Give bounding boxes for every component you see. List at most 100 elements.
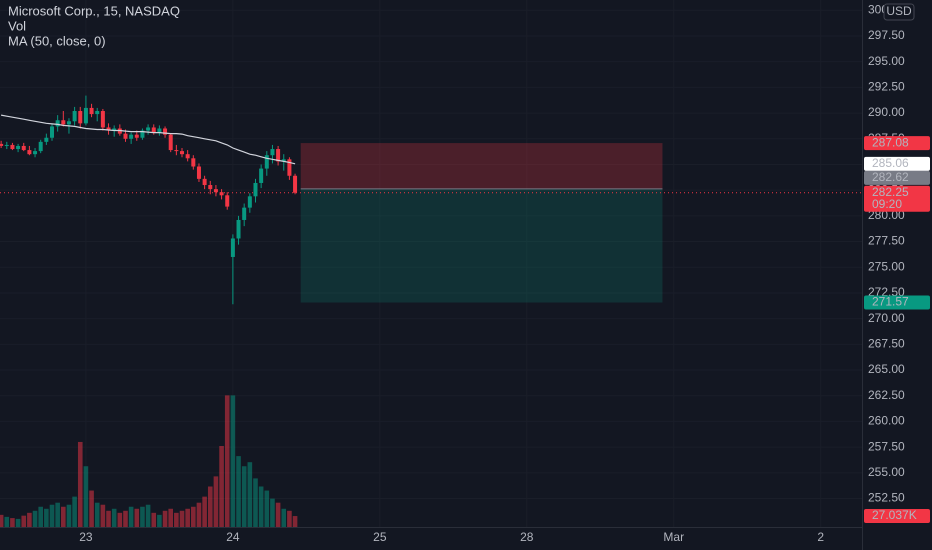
volume-bar [15,518,21,527]
y-tick-label: 277.50 [868,234,905,248]
volume-bar [134,508,140,527]
y-tick-label: 265.00 [868,362,905,376]
ma-title: MA (50, close, 0) [8,33,106,48]
volume-bar [202,496,207,527]
candle-body [33,151,38,155]
y-tick-label: 270.00 [868,311,905,325]
volume-bar [168,508,174,527]
y-tick-label: 260.00 [868,414,905,428]
candle-body [89,107,94,115]
volume-bar [185,508,190,527]
entry-tag: 282.62 [872,170,909,184]
candle-body [247,196,252,208]
candle-body [157,128,162,133]
candle-body [112,128,117,131]
candle-body [230,238,235,257]
y-tick-label: 292.50 [868,80,905,94]
position-tool [0,143,862,303]
volume-bar [258,486,264,527]
volume-bar [151,512,157,527]
x-tick-label: Mar [663,530,684,544]
candle-body [0,143,4,146]
volume-bar [140,506,145,527]
y-tick-label: 255.00 [868,465,905,479]
volume-bar [236,456,241,527]
y-tick-label: 262.50 [868,388,905,402]
ma-tag: 285.06 [872,156,909,170]
volume-bar [224,395,230,527]
volume-bar [4,516,10,527]
volume-bar [179,510,185,527]
candle-body [242,207,247,220]
candle-body [293,175,298,193]
candle-body [66,121,71,125]
volume-bar [275,502,281,527]
candle-body [95,111,100,115]
volume-bar [77,441,83,527]
candle-body [287,159,292,176]
entry-tag-bg [864,170,930,185]
candle-body [16,145,21,150]
ma-line [0,114,296,165]
candle-body [83,107,88,124]
candle-body [276,149,281,162]
candle-body [236,219,241,239]
y-tick-label: 290.00 [868,105,905,119]
chart-title: Microsoft Corp., 15, NASDAQ [8,3,180,18]
x-tick-label: 28 [520,530,534,544]
candle-body [168,134,173,151]
candle-body [38,141,43,152]
volume-bar [83,466,89,527]
volume-bar [66,504,72,527]
volume-bar [247,462,253,527]
candle-body [55,120,60,127]
candle-body [264,155,269,169]
candle-body [174,150,179,152]
volume-bar [38,506,43,527]
currency: USD [886,4,912,18]
stop-zone [300,143,663,189]
y-tick-label: 267.50 [868,337,905,351]
target-zone [300,188,663,303]
x-tick-label: 2 [817,530,824,544]
candle-body [129,134,134,139]
candle-body [134,134,139,138]
volume-bar [213,476,219,527]
candle-body [50,126,55,138]
candle-body [4,144,9,146]
candle-body [123,133,128,139]
volume-bar [27,512,32,527]
candle-body [196,166,201,179]
candle-body [72,111,77,122]
y-tick-label: 300 [868,2,888,16]
volume-bar [287,510,292,527]
candle-body [61,120,66,125]
candle-body [44,137,49,142]
candle-body [78,111,83,124]
candle-body [253,182,258,197]
target-tag: 271.57 [872,295,909,309]
volume-bar [230,395,236,527]
price-tag-bg [864,185,930,212]
ma-tag-bg [864,156,930,171]
candle-body [202,178,207,186]
volume-bar [0,514,4,527]
volume-tag-bg [864,509,930,524]
candle-body [259,168,264,183]
candle-body [191,158,196,167]
candle-body [106,127,111,131]
price-axis-bg [862,0,932,550]
candles [0,95,298,305]
volume-bar [253,478,258,527]
volume-bar [94,502,100,527]
candle-body [21,145,26,151]
price-tag: 282.25 [872,185,909,199]
volume-bar [61,506,66,527]
volume-title: Vol [8,18,26,33]
candle-body [270,149,275,156]
candle-body [180,151,185,155]
volume-bar [157,514,162,527]
